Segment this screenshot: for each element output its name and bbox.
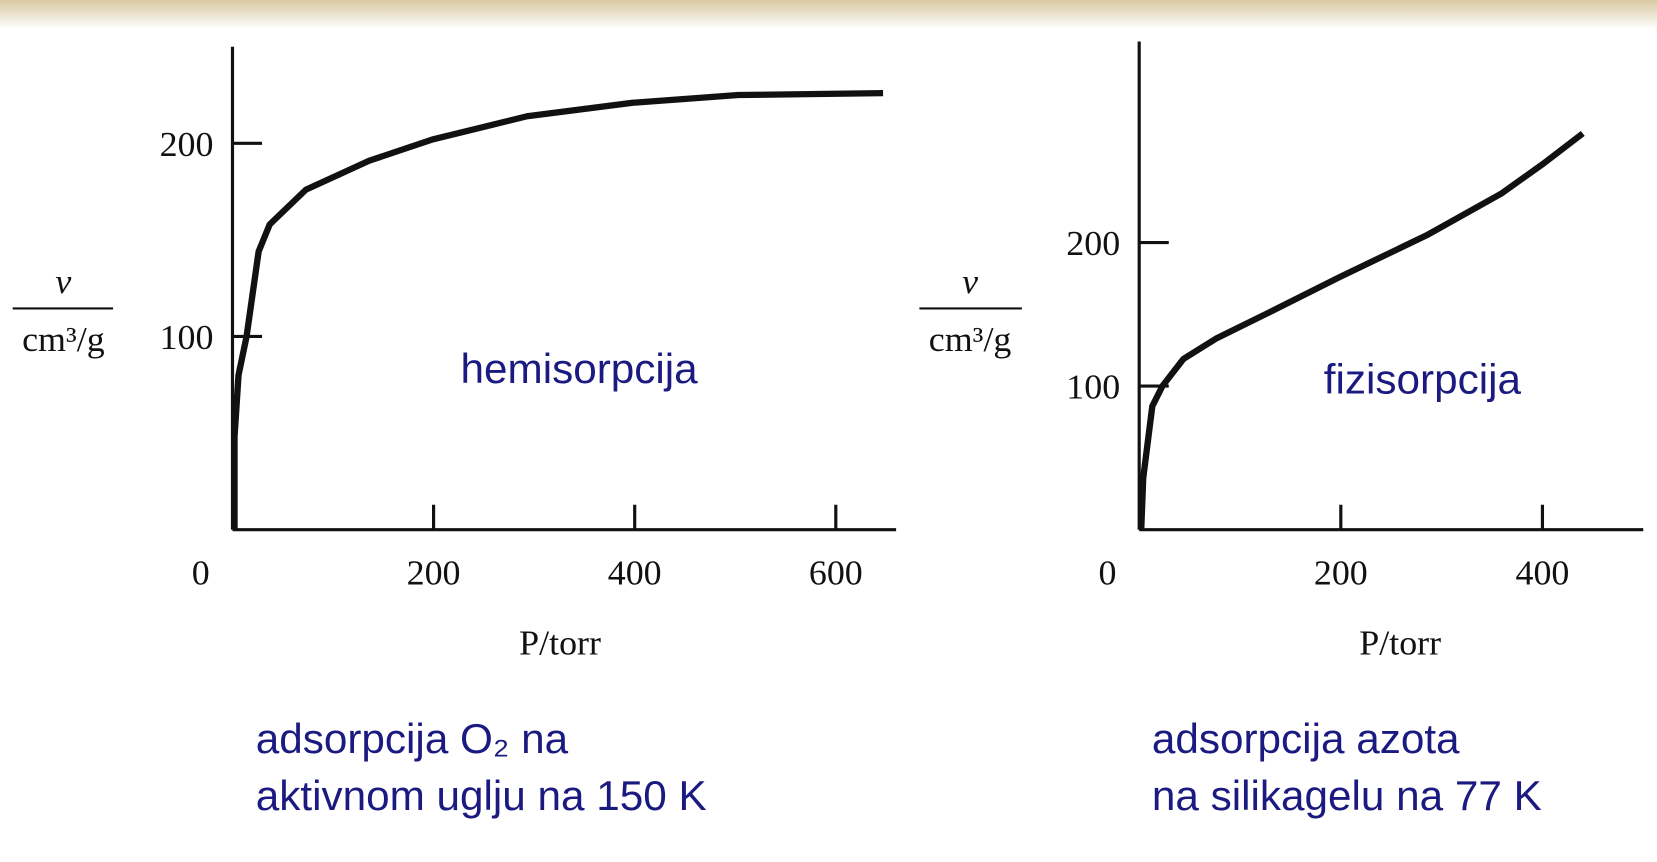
caption: aktivnom uglju na 150 K <box>256 772 707 819</box>
x-tick-label: 200 <box>407 553 461 593</box>
y-label-bottom: cm³/g <box>22 319 105 359</box>
caption: adsorpcija azota <box>1152 715 1460 762</box>
y-tick-label: 200 <box>1066 223 1120 263</box>
caption: na silikagelu na 77 K <box>1152 772 1542 819</box>
x-label: P/torr <box>519 623 601 663</box>
x-tick-label: 200 <box>1314 553 1368 593</box>
y-label-top: v <box>55 261 71 301</box>
caption: adsorpcija O₂ na <box>256 715 569 762</box>
annotation: fizisorpcija <box>1324 356 1522 403</box>
y-label-top: v <box>962 261 978 301</box>
annotation: hemisorpcija <box>461 346 699 393</box>
x-label: P/torr <box>1359 623 1441 663</box>
background-strip <box>0 0 1657 30</box>
y-label-bottom: cm³/g <box>929 319 1012 359</box>
x-tick-label: 0 <box>1099 553 1117 593</box>
curve <box>231 89 884 530</box>
y-tick-label: 100 <box>160 317 214 357</box>
x-tick-label: 0 <box>192 553 210 593</box>
y-tick-label: 200 <box>160 124 214 164</box>
y-tick-label: 100 <box>1066 367 1120 407</box>
x-tick-label: 600 <box>809 553 863 593</box>
x-tick-label: 400 <box>608 553 662 593</box>
curve <box>1138 130 1585 530</box>
x-tick-label: 400 <box>1516 553 1570 593</box>
